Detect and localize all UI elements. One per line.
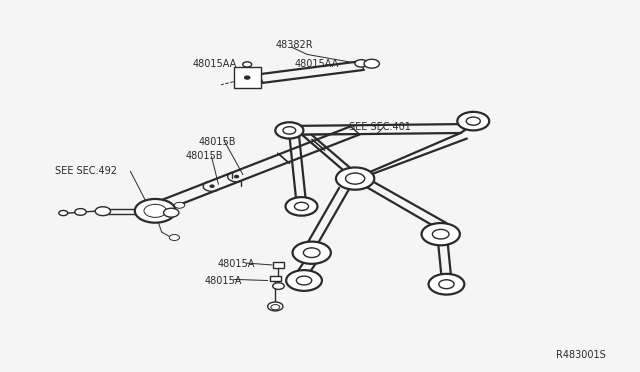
Circle shape bbox=[144, 204, 166, 217]
Circle shape bbox=[422, 223, 460, 245]
Bar bbox=[234, 67, 260, 88]
Circle shape bbox=[210, 185, 214, 187]
Circle shape bbox=[244, 76, 250, 79]
Circle shape bbox=[59, 211, 68, 216]
Circle shape bbox=[364, 59, 380, 68]
Text: SEE SEC.492: SEE SEC.492 bbox=[55, 166, 117, 176]
Bar bbox=[269, 276, 281, 281]
Circle shape bbox=[355, 60, 368, 67]
Circle shape bbox=[303, 248, 320, 257]
Text: 48015B: 48015B bbox=[186, 151, 223, 161]
Circle shape bbox=[286, 270, 322, 291]
Circle shape bbox=[271, 305, 280, 310]
Circle shape bbox=[174, 202, 184, 208]
Circle shape bbox=[285, 197, 317, 216]
Circle shape bbox=[275, 122, 303, 138]
Circle shape bbox=[273, 283, 284, 289]
Circle shape bbox=[439, 280, 454, 289]
Text: 48015A: 48015A bbox=[205, 276, 243, 285]
Text: 48015AA: 48015AA bbox=[192, 59, 237, 69]
Circle shape bbox=[467, 117, 480, 125]
Bar bbox=[273, 262, 284, 267]
Circle shape bbox=[296, 276, 312, 285]
Circle shape bbox=[268, 302, 283, 311]
Circle shape bbox=[243, 62, 252, 67]
Text: 48382R: 48382R bbox=[275, 40, 313, 50]
Circle shape bbox=[336, 167, 374, 190]
Circle shape bbox=[292, 241, 331, 264]
Text: 48015A: 48015A bbox=[218, 259, 255, 269]
Circle shape bbox=[433, 230, 449, 239]
Circle shape bbox=[235, 176, 239, 178]
Circle shape bbox=[294, 202, 308, 211]
Circle shape bbox=[346, 173, 365, 184]
Text: 48015AA: 48015AA bbox=[294, 59, 339, 69]
Circle shape bbox=[283, 127, 296, 134]
Circle shape bbox=[135, 199, 175, 223]
Circle shape bbox=[429, 274, 465, 295]
Circle shape bbox=[170, 235, 179, 240]
Text: 48015B: 48015B bbox=[198, 137, 236, 147]
Circle shape bbox=[458, 112, 489, 131]
Text: SEE SEC.401: SEE SEC.401 bbox=[349, 122, 411, 132]
Text: R483001S: R483001S bbox=[556, 350, 606, 360]
Circle shape bbox=[164, 208, 179, 217]
Circle shape bbox=[95, 207, 111, 216]
Circle shape bbox=[75, 209, 86, 215]
